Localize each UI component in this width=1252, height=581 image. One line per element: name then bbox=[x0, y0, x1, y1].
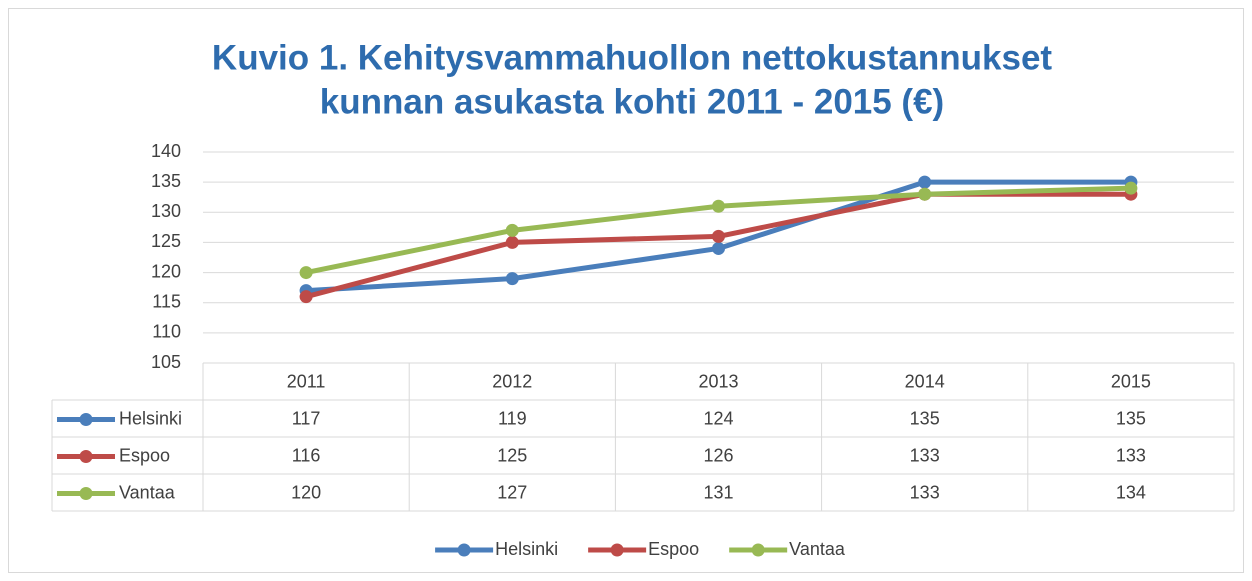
y-tick-label: 120 bbox=[151, 261, 181, 281]
legend-label: Vantaa bbox=[789, 539, 846, 559]
y-tick-label: 140 bbox=[151, 141, 181, 161]
table-value: 124 bbox=[703, 408, 733, 428]
legend-label: Helsinki bbox=[495, 539, 558, 559]
table-value: 134 bbox=[1116, 482, 1146, 502]
table-value: 126 bbox=[703, 445, 733, 465]
table-value: 119 bbox=[498, 408, 527, 428]
y-tick-label: 105 bbox=[151, 352, 181, 372]
legend-label: Espoo bbox=[648, 539, 699, 559]
series-marker bbox=[299, 266, 313, 280]
y-tick-label: 130 bbox=[151, 201, 181, 221]
chart-border bbox=[8, 8, 1244, 573]
legend-marker bbox=[751, 543, 765, 557]
table-value: 135 bbox=[910, 408, 940, 428]
table-value: 127 bbox=[497, 482, 527, 502]
y-tick-label: 110 bbox=[152, 322, 181, 342]
x-tick-label: 2012 bbox=[492, 371, 532, 391]
table-value: 133 bbox=[910, 482, 940, 502]
y-tick-label: 125 bbox=[151, 231, 181, 251]
series-marker bbox=[918, 175, 932, 189]
legend-marker bbox=[79, 413, 93, 426]
table-value: 135 bbox=[1116, 408, 1146, 428]
table-value: 117 bbox=[292, 408, 321, 428]
series-marker bbox=[712, 229, 725, 243]
y-tick-label: 135 bbox=[151, 171, 181, 191]
table-value: 133 bbox=[1116, 445, 1146, 465]
series-marker bbox=[299, 290, 313, 304]
table-value: 125 bbox=[497, 445, 527, 465]
legend-marker bbox=[610, 543, 624, 557]
x-tick-label: 2011 bbox=[287, 371, 326, 391]
table-series-name: Helsinki bbox=[119, 408, 182, 428]
table-value: 116 bbox=[292, 445, 321, 465]
x-tick-label: 2013 bbox=[698, 371, 738, 391]
chart-title: kunnan asukasta kohti 2011 - 2015 (€) bbox=[320, 82, 944, 121]
chart-title: Kuvio 1. Kehitysvammahuollon nettokustan… bbox=[212, 38, 1052, 77]
series-marker bbox=[712, 241, 725, 255]
series-marker bbox=[505, 223, 519, 237]
table-value: 133 bbox=[910, 445, 940, 465]
x-tick-label: 2014 bbox=[905, 371, 945, 391]
table-series-name: Espoo bbox=[119, 445, 170, 465]
x-tick-label: 2015 bbox=[1111, 371, 1151, 391]
series-marker bbox=[505, 272, 519, 286]
legend-marker bbox=[79, 487, 93, 500]
table-value: 120 bbox=[291, 482, 321, 502]
legend-marker bbox=[457, 543, 471, 557]
table-series-name: Vantaa bbox=[119, 482, 176, 502]
series-marker bbox=[712, 199, 725, 213]
legend-marker bbox=[79, 450, 93, 463]
series-marker bbox=[505, 235, 519, 249]
table-value: 131 bbox=[703, 482, 733, 502]
y-tick-label: 115 bbox=[152, 291, 181, 311]
series-marker bbox=[918, 187, 932, 201]
series-marker bbox=[1124, 181, 1138, 195]
